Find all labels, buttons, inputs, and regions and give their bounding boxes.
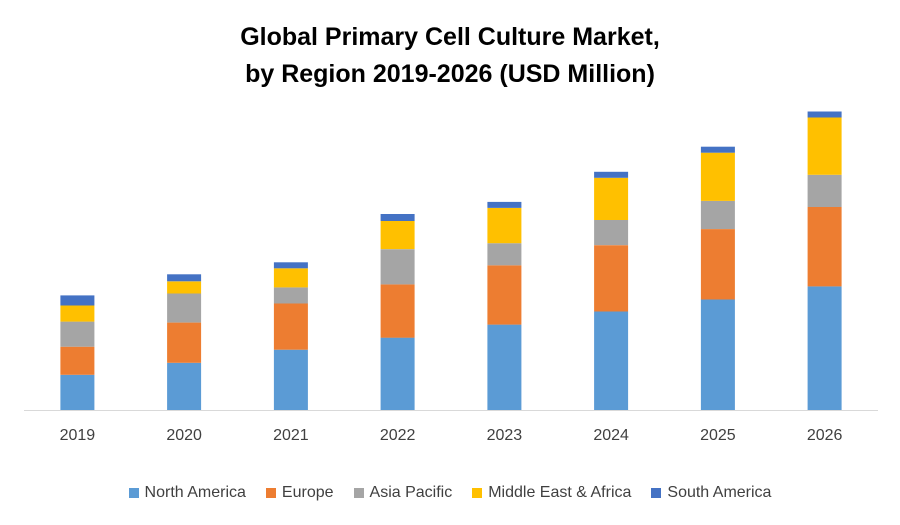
bar-segment-2022-middle-east-africa [380, 221, 415, 250]
bar-segment-2021-europe [273, 303, 308, 350]
bar-segment-2024-europe [594, 245, 629, 312]
x-tick-label: 2021 [273, 427, 309, 444]
bar-segment-2026-europe [807, 207, 842, 287]
bar-segment-2019-south-america [60, 295, 95, 306]
bar-segment-2019-europe [60, 346, 95, 375]
legend-item: North America [128, 484, 246, 502]
x-tick-label: 2024 [593, 427, 629, 444]
bar-segment-2023-south-america [487, 201, 522, 208]
bar-segment-2026-south-america [807, 111, 842, 118]
chart-title-line-2: by Region 2019-2026 (USD Million) [245, 60, 655, 88]
x-tick-label: 2022 [380, 427, 416, 444]
bar-segment-2019-middle-east-africa [60, 305, 95, 322]
legend-swatch [128, 488, 139, 498]
bar-segment-2020-north-america [167, 362, 202, 410]
bar-segment-2021-middle-east-africa [273, 268, 308, 288]
bar-segment-2023-asia-pacific [487, 243, 522, 266]
legend-label: South America [667, 484, 772, 501]
legend-swatch [353, 488, 364, 498]
bar-segment-2022-north-america [380, 337, 415, 410]
bar-segment-2021-asia-pacific [273, 287, 308, 304]
bar-segment-2020-asia-pacific [167, 293, 202, 323]
legend-item: Middle East & Africa [472, 484, 631, 502]
bar-segment-2023-north-america [487, 324, 522, 410]
legend-label: North America [144, 484, 246, 501]
legend-label: Asia Pacific [369, 484, 453, 501]
legend-swatch [472, 488, 483, 498]
bar-segment-2026-asia-pacific [807, 174, 842, 207]
bar-segment-2026-middle-east-africa [807, 117, 842, 175]
legend-item: Asia Pacific [353, 484, 453, 502]
bar-segment-2024-asia-pacific [594, 220, 629, 246]
legend-label: Europe [281, 484, 334, 501]
legend-swatch [651, 488, 662, 498]
legend-label: Middle East & Africa [488, 484, 632, 501]
x-tick-label: 2026 [807, 427, 843, 444]
bar-segment-2020-middle-east-africa [167, 281, 202, 294]
x-tick-label: 2019 [60, 427, 96, 444]
bar-segment-2022-europe [380, 284, 415, 338]
bar-segment-2023-europe [487, 265, 522, 325]
bar-segment-2021-north-america [273, 349, 308, 410]
bar-segment-2024-middle-east-africa [594, 177, 629, 220]
bar-segment-2020-south-america [167, 274, 202, 282]
bar-segment-2020-europe [167, 322, 202, 363]
legend: North America Europe Asia Pacific Middle Ea… [0, 484, 900, 502]
x-tick-label: 2020 [166, 427, 202, 444]
bar-segment-2023-middle-east-africa [487, 208, 522, 244]
bar-segment-2025-asia-pacific [700, 200, 735, 229]
x-tick-label: 2025 [700, 427, 736, 444]
legend-swatch [265, 488, 276, 498]
plot-area: 2019 2020 2021 2022 2023 2024 2025 2026 [24, 111, 878, 444]
bar-segment-2022-south-america [380, 214, 415, 221]
legend-item: South America [651, 484, 771, 502]
bar-segment-2025-south-america [700, 146, 735, 153]
bar-segment-2025-north-america [700, 299, 735, 410]
bar-segment-2026-north-america [807, 286, 842, 410]
legend-item: Europe [265, 484, 334, 502]
bar-segment-2024-north-america [594, 311, 629, 410]
bar-segment-2019-asia-pacific [60, 321, 95, 347]
bar-segment-2025-europe [700, 229, 735, 300]
bar-segment-2024-south-america [594, 171, 629, 178]
bar-segment-2019-north-america [60, 374, 95, 410]
bar-segment-2025-middle-east-africa [700, 152, 735, 201]
bar-segment-2022-asia-pacific [380, 249, 415, 285]
bar-segment-2021-south-america [273, 262, 308, 269]
chart-title-line-1: Global Primary Cell Culture Market, [240, 23, 660, 51]
x-tick-label: 2023 [487, 427, 523, 444]
